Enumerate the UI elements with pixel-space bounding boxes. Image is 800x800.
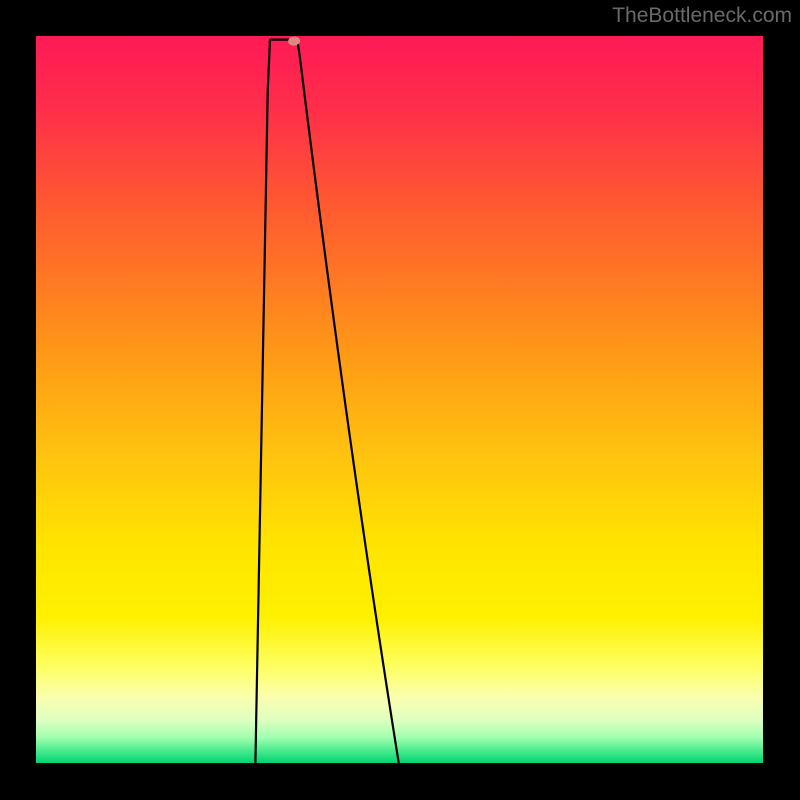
- chart-stage: TheBottleneck.com: [0, 0, 800, 800]
- plot-area: [36, 36, 763, 763]
- plot-background: [36, 36, 763, 763]
- watermark-text: TheBottleneck.com: [612, 4, 792, 28]
- plot-svg: [36, 36, 763, 763]
